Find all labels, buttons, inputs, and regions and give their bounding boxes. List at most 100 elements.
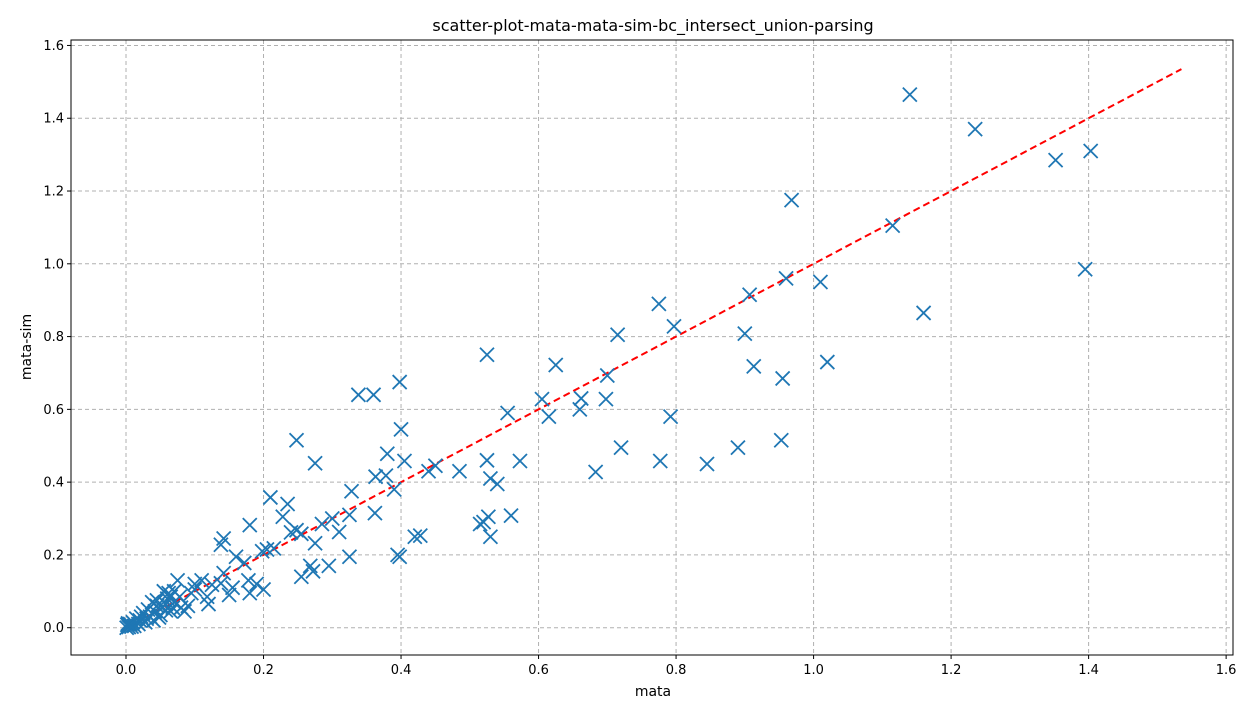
scatter-point: [307, 455, 323, 471]
scatter-point: [262, 489, 279, 506]
scatter-point: [240, 572, 257, 589]
y-tick-label: 0.0: [43, 621, 64, 636]
scatter-point: [741, 287, 758, 303]
chart-title: scatter-plot-mata-mata-sim-bc_intersect_…: [432, 16, 873, 36]
x-tick-label: 1.6: [1216, 663, 1237, 678]
data-points: [119, 86, 1099, 636]
scatter-point: [407, 529, 423, 545]
scatter-point: [885, 217, 901, 234]
scatter-point: [266, 540, 282, 557]
scatter-point: [200, 596, 217, 612]
y-tick-label: 0.8: [43, 330, 64, 345]
scatter-point: [666, 318, 682, 335]
scatter-point: [187, 576, 203, 592]
scatter-point: [393, 421, 409, 438]
scatter-point: [341, 507, 358, 523]
scatter-point: [534, 391, 550, 407]
scatter-point: [412, 528, 428, 544]
scatter-point: [120, 615, 136, 631]
scatter-point: [746, 358, 762, 375]
scatter-point: [392, 549, 408, 565]
scatter-point: [902, 86, 918, 103]
y-tick-label: 1.2: [43, 185, 64, 200]
scatter-point: [819, 354, 835, 370]
scatter-point: [482, 529, 499, 545]
scatter-point: [249, 576, 265, 592]
scatter-point: [169, 572, 186, 589]
scatter-point: [451, 463, 468, 479]
scatter-point: [479, 347, 495, 363]
scatter-point: [314, 516, 330, 532]
scatter-point: [541, 409, 557, 425]
scatter-point: [1047, 152, 1064, 168]
scatter-point: [651, 296, 667, 312]
scatter-point: [242, 585, 258, 601]
scatter-point: [255, 581, 272, 598]
x-axis-ticks: 0.0 0.2 0.4 0.6 0.8 1.0 1.2 1.4 1.6: [116, 655, 1237, 678]
scatter-point: [279, 496, 296, 512]
scatter-point: [503, 507, 519, 524]
scatter-point: [144, 594, 160, 610]
scatter-point: [472, 516, 488, 532]
scatter-point: [228, 549, 244, 565]
plot-frame: [70, 39, 1234, 656]
scatter-point: [396, 453, 413, 469]
scatter-point: [775, 370, 791, 387]
x-tick-label: 1.2: [941, 663, 962, 678]
y-tick-label: 1.4: [43, 112, 64, 127]
y-tick-label: 0.4: [43, 476, 64, 491]
scatter-point: [475, 514, 492, 530]
scatter-point: [293, 526, 309, 542]
scatter-point: [293, 569, 309, 585]
scatter-point: [386, 481, 402, 498]
scatter-point: [599, 367, 615, 384]
scatter-point: [216, 565, 232, 581]
y-axis-label: mata-sim: [19, 314, 35, 380]
scatter-point: [307, 535, 323, 551]
scatter-point: [699, 456, 715, 472]
scatter-point: [365, 387, 382, 403]
scatter-point: [482, 470, 499, 487]
scatter-point: [350, 387, 367, 403]
scatter-point: [613, 439, 629, 456]
scatter-point: [236, 555, 252, 571]
scatter-point: [331, 524, 347, 540]
y-tick-label: 0.6: [43, 403, 64, 418]
scatter-point: [499, 405, 516, 421]
scatter-point: [1077, 261, 1093, 277]
scatter-point: [652, 453, 668, 469]
scatter-point: [321, 558, 337, 574]
x-tick-label: 0.8: [666, 663, 687, 678]
scatter-point: [242, 517, 258, 533]
scatter-point: [221, 587, 237, 603]
y-axis-ticks: 0.0 0.2 0.4 0.6 0.8 1.0 1.2 1.4 1.6: [43, 39, 71, 636]
scatter-point: [427, 458, 444, 474]
x-tick-label: 0.2: [253, 663, 274, 678]
scatter-point: [812, 274, 829, 290]
y-tick-label: 0.2: [43, 548, 64, 563]
scatter-point: [420, 463, 437, 479]
x-tick-label: 1.4: [1078, 663, 1099, 678]
scatter-point: [773, 432, 789, 448]
scatter-point: [1083, 143, 1099, 159]
scatter-point: [598, 391, 614, 407]
scatter-point: [489, 476, 505, 492]
scatter-point: [224, 580, 241, 596]
scatter-point: [324, 510, 340, 527]
x-axis-label: mata: [635, 684, 671, 700]
scatter-point: [587, 464, 604, 480]
grid-lines: [71, 40, 1233, 655]
scatter-point: [573, 390, 589, 407]
scatter-point: [302, 558, 318, 574]
scatter-point: [392, 374, 408, 390]
scatter-point: [166, 583, 182, 599]
scatter-point: [183, 585, 199, 601]
scatter-point: [343, 483, 360, 499]
scatter-point: [254, 543, 270, 559]
scatter-point: [512, 453, 528, 469]
scatter-point: [341, 549, 358, 565]
scatter-point: [288, 432, 305, 448]
scatter-point: [180, 598, 196, 614]
